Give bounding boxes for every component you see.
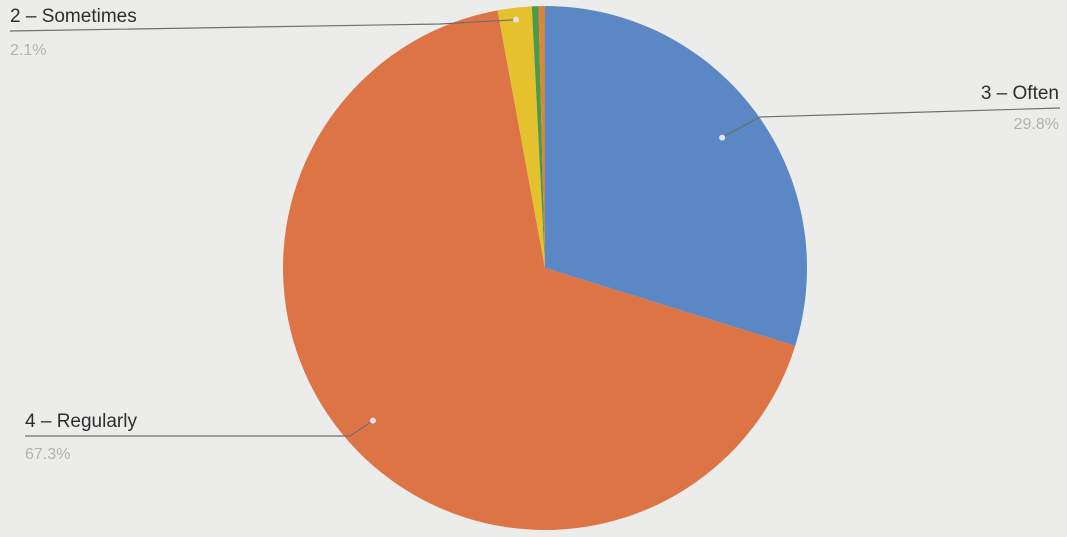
leader-line-often bbox=[721, 107, 1061, 139]
label-sometimes: 2 – Sometimes bbox=[10, 6, 137, 27]
pie-slice-4 bbox=[538, 6, 545, 268]
pie-slice-1 bbox=[283, 10, 796, 531]
pie-slice-3 bbox=[531, 6, 545, 269]
slice-labels: 2 – Sometimes 2.1% 3 – Often 29.8% 4 – R… bbox=[10, 6, 1059, 463]
percent-often: 29.8% bbox=[1014, 116, 1059, 133]
leader-line-sometimes bbox=[9, 19, 517, 32]
percent-sometimes: 2.1% bbox=[10, 42, 46, 59]
pie-slice-2 bbox=[497, 6, 545, 268]
label-often: 3 – Often bbox=[981, 83, 1059, 104]
leader-dot-regularly bbox=[369, 417, 376, 424]
leader-dot-sometimes bbox=[513, 16, 520, 23]
label-regularly: 4 – Regularly bbox=[25, 411, 137, 432]
percent-regularly: 67.3% bbox=[25, 446, 70, 463]
leader-line-regularly bbox=[25, 420, 374, 437]
leader-lines bbox=[9, 16, 1061, 437]
leader-dot-often bbox=[719, 134, 726, 141]
pie-slice-0 bbox=[545, 6, 807, 346]
pie-slices bbox=[283, 6, 807, 531]
